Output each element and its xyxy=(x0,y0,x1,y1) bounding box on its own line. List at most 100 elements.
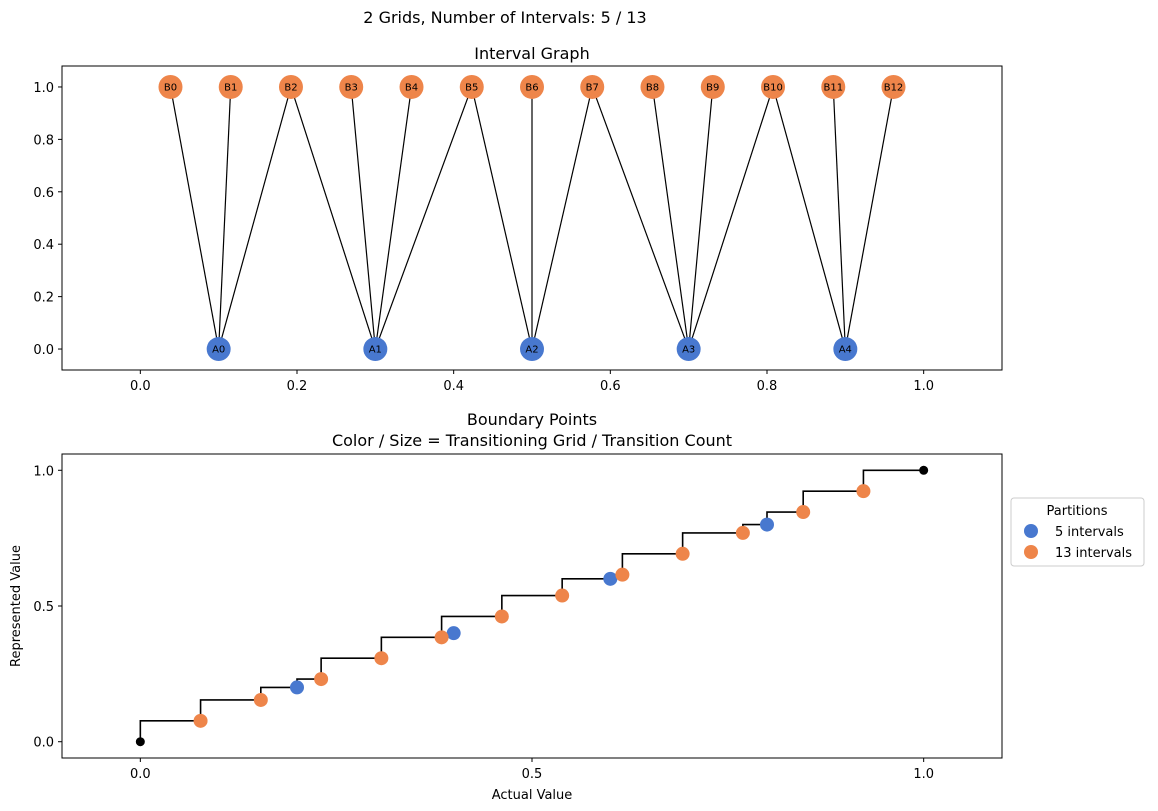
node-a2: A2 xyxy=(520,337,544,362)
x-tick-label: 1.0 xyxy=(913,767,934,782)
node-label: A2 xyxy=(525,345,538,356)
node-label: A4 xyxy=(839,345,852,356)
boundary-point-13-intervals xyxy=(856,484,871,499)
x-tick-label: 0.2 xyxy=(287,379,308,394)
node-b2: B2 xyxy=(278,74,303,99)
edge-a3-b9 xyxy=(688,86,714,350)
node-label: B3 xyxy=(345,82,358,93)
boundary-point-13-intervals xyxy=(675,546,690,561)
node-circle xyxy=(459,74,484,99)
node-b0: B0 xyxy=(158,74,183,99)
node-circle xyxy=(580,74,605,99)
x-tick-label: 0.4 xyxy=(443,379,464,394)
boundary-point-13-intervals xyxy=(796,505,811,520)
node-label: B4 xyxy=(405,82,418,93)
boundary-point-5-intervals xyxy=(760,517,774,532)
node-circle xyxy=(520,74,544,99)
y-tick-label: 0.2 xyxy=(33,291,54,306)
node-b5: B5 xyxy=(459,74,484,99)
node-b10: B10 xyxy=(761,74,786,99)
figure-title: 2 Grids, Number of Intervals: 5 / 13 xyxy=(363,8,646,27)
boundary-point-13-intervals xyxy=(555,588,570,603)
boundary-point-13-intervals xyxy=(193,713,208,728)
interval-graph-nodes: A0 A1 A2 A3 A4 B0 B1 B2 B3 B4 B5 B6 B7 B8 B9 B10 B11 B12 xyxy=(158,74,906,362)
edge-a2-b5 xyxy=(471,86,533,350)
node-b7: B7 xyxy=(580,74,605,99)
boundary-points-frame xyxy=(61,453,1003,759)
y-tick-label: 0.6 xyxy=(33,186,54,201)
interval-graph-ticks: 0.0 0.2 0.4 0.6 0.8 1.0 0.0 0.2 0.4 0.6 0.8 1.0 xyxy=(33,81,934,394)
node-label: B2 xyxy=(284,82,297,93)
y-tick-label: 1.0 xyxy=(33,81,54,96)
legend-box xyxy=(1010,497,1145,567)
edge-a0-b1 xyxy=(218,86,232,350)
edge-a4-b12 xyxy=(844,86,895,350)
boundary-point-5-intervals xyxy=(446,626,461,641)
node-label: A1 xyxy=(369,345,382,356)
boundary-point-13-intervals xyxy=(253,692,268,707)
x-tick-label: 0.6 xyxy=(600,379,621,394)
node-label: A0 xyxy=(212,345,225,356)
legend-marker-13-intervals xyxy=(1024,545,1038,559)
x-tick-label: 0.0 xyxy=(130,767,151,782)
boundary-point-5-intervals xyxy=(603,571,618,586)
node-a0: A0 xyxy=(206,337,231,362)
node-a4: A4 xyxy=(833,337,858,362)
node-label: B9 xyxy=(706,82,719,93)
node-circle xyxy=(881,74,906,99)
interval-graph-title: Interval Graph xyxy=(474,44,589,63)
edge-a1-b4 xyxy=(374,86,413,350)
boundary-point-13-intervals xyxy=(615,567,630,582)
node-b9: B9 xyxy=(700,74,725,99)
node-b11: B11 xyxy=(821,74,846,99)
interval-graph-frame xyxy=(61,65,1003,371)
y-tick-label: 0.0 xyxy=(33,343,54,358)
node-circle xyxy=(363,337,388,362)
node-label: B0 xyxy=(164,82,177,93)
legend-label-5-intervals: 5 intervals xyxy=(1055,525,1124,540)
node-circle xyxy=(520,337,544,362)
node-circle xyxy=(278,74,303,99)
y-tick-label: 0.0 xyxy=(33,736,54,751)
boundary-points-ticks: 0.0 0.5 1.0 0.0 0.5 1.0 xyxy=(33,464,934,782)
node-a3: A3 xyxy=(676,337,701,362)
node-label: B6 xyxy=(525,82,538,93)
node-label: B8 xyxy=(646,82,659,93)
x-tick-label: 0.8 xyxy=(757,379,778,394)
node-a1: A1 xyxy=(363,337,388,362)
node-b1: B1 xyxy=(218,74,243,99)
endpoint-marker xyxy=(919,465,929,475)
node-label: B11 xyxy=(823,82,843,93)
node-b4: B4 xyxy=(399,74,424,99)
edge-a1-b3 xyxy=(350,86,376,350)
node-label: B10 xyxy=(763,82,783,93)
edge-a0-b0 xyxy=(169,86,220,350)
edge-a2-b7 xyxy=(531,86,593,350)
boundary-point-13-intervals xyxy=(374,651,389,666)
node-circle xyxy=(399,74,424,99)
boundary-points-subtitle: Color / Size = Transitioning Grid / Tran… xyxy=(332,431,732,450)
node-circle xyxy=(676,337,701,362)
node-label: B5 xyxy=(465,82,478,93)
node-circle xyxy=(761,74,786,99)
node-circle xyxy=(821,74,846,99)
node-circle xyxy=(700,74,725,99)
boundary-point-13-intervals xyxy=(494,609,509,624)
edge-a3-b7 xyxy=(591,86,690,350)
legend-title: Partitions xyxy=(1047,504,1108,519)
edge-a4-b10 xyxy=(772,86,846,350)
node-label: A3 xyxy=(682,345,695,356)
y-axis-label: Represented Value xyxy=(9,545,24,667)
boundary-point-13-intervals xyxy=(434,630,449,645)
interval-graph-edges xyxy=(169,86,895,350)
boundary-point-13-intervals xyxy=(735,525,750,540)
boundary-points-title: Boundary Points xyxy=(467,410,597,429)
edge-a3-b8 xyxy=(651,86,690,350)
edge-a4-b11 xyxy=(832,86,846,350)
node-circle xyxy=(158,74,183,99)
node-label: B7 xyxy=(586,82,599,93)
edge-a3-b10 xyxy=(688,86,774,350)
x-axis-label: Actual Value xyxy=(492,788,573,803)
y-tick-label: 1.0 xyxy=(33,464,54,479)
